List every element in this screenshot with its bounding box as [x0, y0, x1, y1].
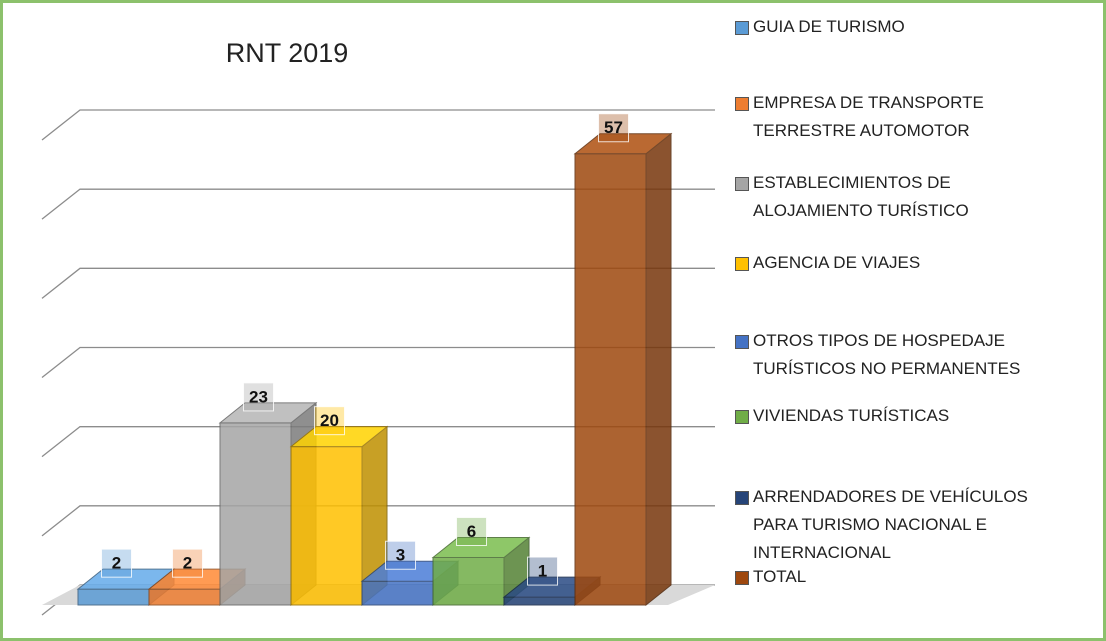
- bar-front: [361, 580, 434, 606]
- legend-swatch: [735, 410, 749, 424]
- legend-label: EMPRESA DE TRANSPORTE TERRESTRE AUTOMOTO…: [753, 93, 984, 140]
- data-label-box: [243, 382, 274, 412]
- bar-front: [574, 153, 647, 606]
- legend-swatch: [735, 97, 749, 111]
- legend-label: GUIA DE TURISMO: [753, 17, 905, 36]
- data-label-box: [101, 548, 132, 578]
- data-label: 1: [538, 562, 547, 581]
- grid-line: [41, 267, 715, 299]
- grid-line: [41, 109, 715, 141]
- bar-side: [645, 132, 672, 607]
- legend-swatch: [735, 491, 749, 505]
- bar-front: [148, 588, 221, 606]
- data-label: 57: [604, 118, 623, 137]
- bar: [289, 425, 389, 607]
- data-label: 20: [320, 411, 339, 430]
- legend-label: AGENCIA DE VIAJES: [753, 253, 921, 272]
- legend-item: VIVIENDAS TURÍSTICAS: [735, 402, 1065, 430]
- legend-item: OTROS TIPOS DE HOSPEDAJE TURÍSTICOS NO P…: [735, 327, 1065, 383]
- data-label-box: [598, 113, 629, 143]
- data-label-box: [314, 406, 345, 436]
- data-label: 6: [467, 522, 476, 541]
- bar-front: [77, 588, 150, 606]
- legend-label: ARRENDADORES DE VEHÍCULOS PARA TURISMO N…: [753, 487, 1028, 562]
- grid-line: [41, 346, 715, 379]
- legend-item: GUIA DE TURISMO: [735, 13, 1065, 41]
- bar-front: [432, 557, 505, 606]
- legend-item: ESTABLECIMIENTOS DE ALOJAMIENTO TURÍSTIC…: [735, 169, 1065, 225]
- legend-label: OTROS TIPOS DE HOSPEDAJE TURÍSTICOS NO P…: [753, 331, 1021, 378]
- data-label-box: [456, 517, 487, 546]
- data-label: 3: [396, 546, 405, 565]
- data-label: 2: [112, 554, 121, 573]
- legend-swatch: [735, 21, 749, 35]
- data-label-box: [385, 540, 416, 570]
- legend-item: TOTAL: [735, 563, 1065, 591]
- legend-item: EMPRESA DE TRANSPORTE TERRESTRE AUTOMOTO…: [735, 89, 1065, 145]
- bar-front: [219, 422, 292, 606]
- legend-swatch: [735, 571, 749, 585]
- data-label: 23: [249, 387, 268, 406]
- legend-swatch: [735, 177, 749, 191]
- data-label-box: [527, 556, 558, 586]
- data-label-box: [172, 548, 203, 578]
- legend-item: AGENCIA DE VIAJES: [735, 249, 1065, 277]
- legend-item: ARRENDADORES DE VEHÍCULOS PARA TURISMO N…: [735, 483, 1065, 567]
- bar-front: [503, 596, 576, 606]
- bar: [573, 132, 673, 607]
- data-label: 2: [183, 554, 192, 573]
- legend-swatch: [735, 257, 749, 271]
- grid-line: [41, 188, 715, 220]
- legend-label: ESTABLECIMIENTOS DE ALOJAMIENTO TURÍSTIC…: [753, 173, 969, 220]
- chart-title: RNT 2019: [226, 38, 349, 68]
- legend-label: TOTAL: [753, 567, 807, 586]
- grid-line: [41, 505, 715, 537]
- legend-label: VIVIENDAS TURÍSTICAS: [753, 406, 950, 425]
- legend-swatch: [735, 335, 749, 349]
- bar-front: [290, 446, 363, 606]
- grid-line: [41, 426, 715, 458]
